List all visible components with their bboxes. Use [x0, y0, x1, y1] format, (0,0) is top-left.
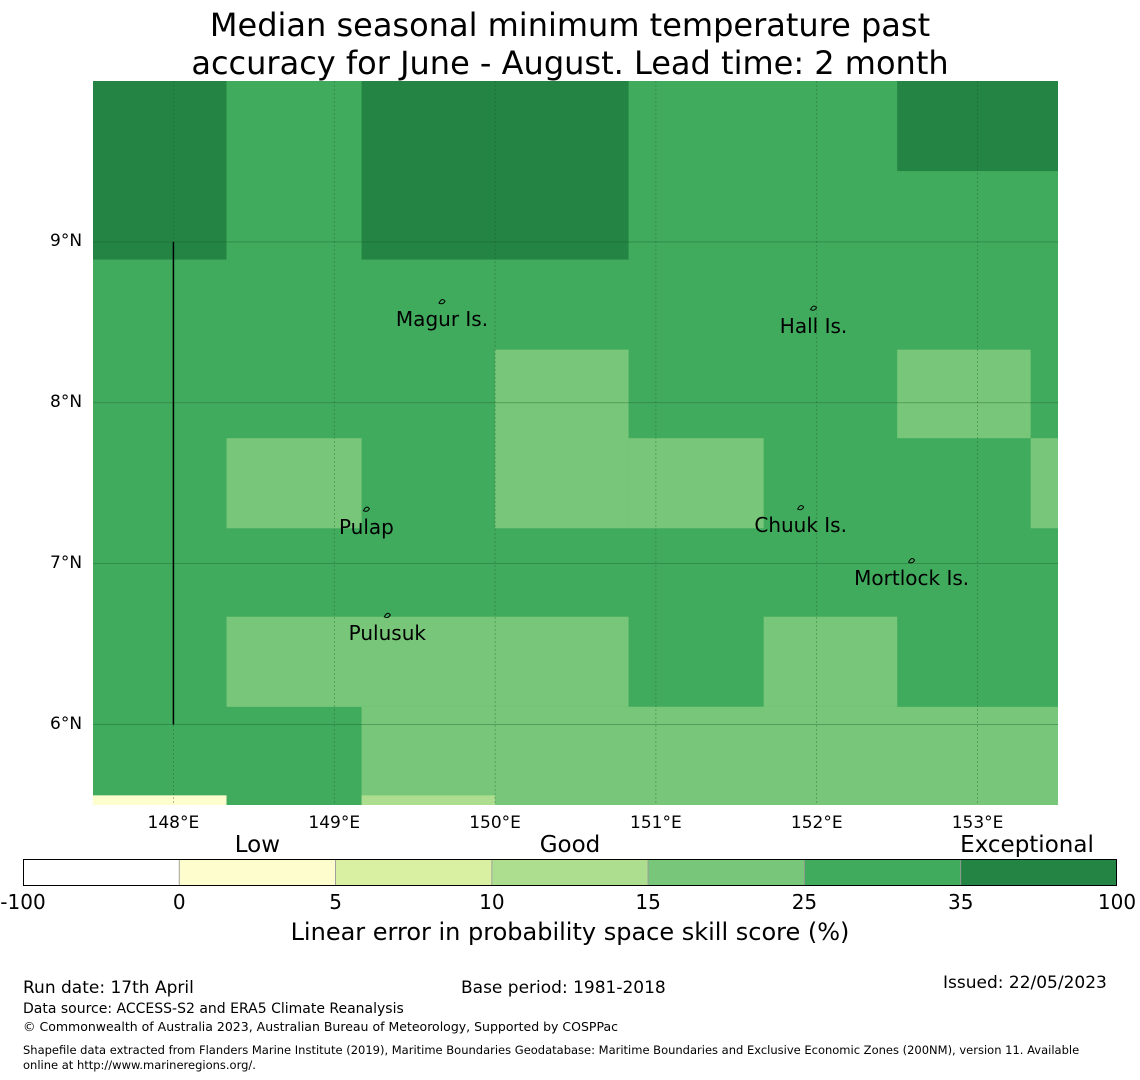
title-line-1: Median seasonal minimum temperature past — [209, 6, 931, 44]
colorbar-tick-label: 10 — [479, 890, 505, 914]
latitude-label: 8°N — [50, 391, 83, 412]
data-source: Data source: ACCESS-S2 and ERA5 Climate … — [23, 1001, 404, 1017]
colorbar-tick-label: 5 — [329, 890, 342, 914]
title-line-2: accuracy for June - August. Lead time: 2… — [191, 44, 949, 82]
colorbar-bin — [647, 859, 805, 886]
place-label: Pulap — [338, 514, 394, 539]
copyright: © Commonwealth of Australia 2023, Austra… — [23, 1019, 618, 1034]
skill-cell — [93, 795, 227, 805]
run-date: Run date: 17th April — [23, 978, 194, 998]
longitude-label: 148°E — [147, 813, 200, 833]
colorbar-tick-label: 100 — [1097, 890, 1137, 914]
colorbar-category-label: Low — [234, 832, 281, 858]
skill-cell — [897, 349, 1031, 439]
island-outline — [796, 504, 805, 511]
colorbar-category-label: Exceptional — [960, 832, 1094, 858]
longitude-label: 149°E — [308, 813, 361, 833]
colorbar-tick-label: 35 — [947, 890, 974, 914]
latitude-label: 6°N — [50, 713, 83, 734]
longitude-label: 152°E — [790, 813, 843, 833]
latitude-label: 7°N — [50, 552, 83, 573]
island-outline — [362, 506, 371, 512]
island-outline — [907, 558, 916, 564]
shapefile-credit-2: online at http://www.marineregions.org/. — [23, 1058, 256, 1072]
skill-map — [93, 81, 1058, 805]
place-label: Pulusuk — [348, 620, 426, 645]
skill-cell — [628, 438, 764, 529]
colorbar — [23, 859, 1117, 886]
skill-cell — [361, 795, 496, 805]
skill-cell — [628, 706, 898, 805]
colorbar-category-label: Good — [539, 832, 601, 858]
skill-cell — [93, 81, 227, 260]
place-label: Chuuk Is. — [754, 513, 847, 538]
colorbar-tick-label: -100 — [0, 890, 46, 914]
place-label: Magur Is. — [395, 307, 489, 332]
colorbar-bin — [804, 859, 962, 886]
skill-cell — [495, 349, 629, 529]
island-outline — [809, 305, 818, 311]
place-label: Hall Is. — [779, 313, 848, 338]
longitude-label: 151°E — [630, 813, 682, 833]
skill-cell — [226, 616, 629, 707]
colorbar-bin — [23, 859, 180, 886]
shapefile-credit-1: Shapefile data extracted from Flanders M… — [23, 1043, 1080, 1057]
skill-cell — [763, 616, 898, 707]
colorbar-title: Linear error in probability space skill … — [290, 918, 850, 946]
place-label: Mortlock Is. — [854, 566, 970, 591]
skill-cell — [226, 438, 362, 529]
longitude-label: 153°E — [951, 813, 1004, 833]
colorbar-bin — [335, 859, 493, 886]
longitude-label: 150°E — [469, 813, 521, 833]
colorbar-tick-label: 25 — [791, 890, 818, 914]
issued-date: Issued: 22/05/2023 — [943, 973, 1107, 993]
colorbar-tick-label: 15 — [635, 890, 661, 914]
colorbar-tick-label: 0 — [172, 890, 186, 914]
island-outline — [438, 299, 446, 305]
base-period: Base period: 1981-2018 — [461, 978, 666, 998]
island-outline — [383, 612, 391, 619]
colorbar-bin — [491, 859, 649, 886]
colorbar-outline — [23, 859, 1117, 886]
colorbar-bin — [178, 859, 336, 886]
chart-title: Median seasonal minimum temperature past… — [0, 6, 1140, 82]
skill-cell — [1030, 438, 1058, 529]
colorbar-bin — [960, 859, 1117, 886]
colorbar-canvas — [23, 859, 1117, 886]
skill-map-canvas — [93, 81, 1058, 805]
latitude-label: 9°N — [50, 230, 83, 251]
